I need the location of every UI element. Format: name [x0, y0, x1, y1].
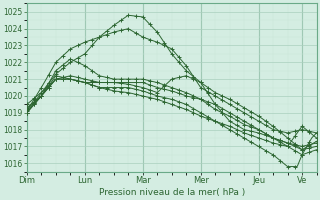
X-axis label: Pression niveau de la mer( hPa ): Pression niveau de la mer( hPa ): [99, 188, 245, 197]
